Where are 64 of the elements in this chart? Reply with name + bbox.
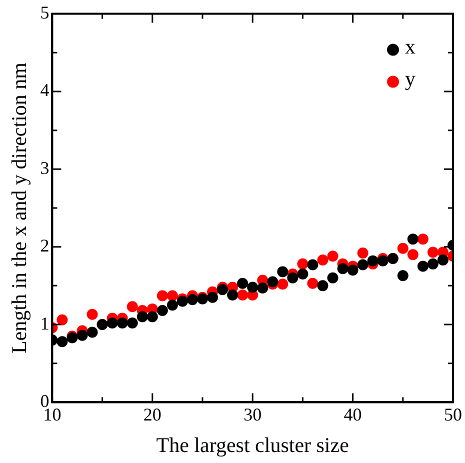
- point: [257, 282, 268, 294]
- point: [166, 290, 178, 302]
- point: [76, 330, 88, 341]
- x-tick-label: 50: [444, 404, 462, 425]
- x-tick-label: 30: [244, 404, 262, 425]
- point: [126, 301, 138, 312]
- point: [56, 314, 68, 326]
- point: [86, 308, 98, 320]
- point: [106, 317, 118, 328]
- point: [156, 305, 168, 316]
- y-tick-label: 2: [40, 236, 50, 256]
- y-axis-title: Length in the x and y direction nm: [7, 62, 32, 354]
- y-tick-label: 3: [40, 158, 50, 178]
- point: [427, 258, 438, 270]
- point: [357, 248, 368, 259]
- point: [297, 258, 308, 270]
- point: [327, 250, 338, 262]
- point: [277, 266, 288, 278]
- point: [317, 280, 328, 292]
- point: [427, 246, 438, 258]
- point: [126, 317, 138, 328]
- point: [297, 268, 308, 280]
- x-tick-label: 40: [344, 404, 362, 425]
- y-tick-label: 5: [40, 2, 50, 23]
- point: [156, 290, 168, 302]
- point: [207, 292, 218, 303]
- point: [277, 278, 288, 290]
- point: [166, 300, 178, 311]
- point: [56, 336, 68, 348]
- point: [146, 311, 158, 322]
- point: [407, 249, 418, 260]
- point: [176, 296, 188, 307]
- point: [186, 294, 198, 306]
- point: [287, 272, 298, 284]
- point: [307, 259, 318, 270]
- point: [407, 234, 418, 245]
- point: [136, 311, 148, 322]
- point: [247, 282, 258, 293]
- point: [227, 290, 238, 300]
- point: [337, 263, 348, 274]
- x-tick-label: 20: [143, 404, 162, 425]
- point: [237, 278, 248, 289]
- point: [367, 255, 378, 266]
- point: [327, 272, 338, 284]
- point: [86, 326, 98, 338]
- point: [377, 255, 388, 266]
- point: [217, 284, 228, 296]
- y-tick-label: 1: [40, 313, 50, 334]
- y-tick-label: 4: [40, 80, 50, 100]
- point: [317, 254, 328, 266]
- point: [437, 254, 448, 266]
- point: [397, 242, 408, 254]
- legend-label: y: [405, 66, 416, 90]
- point: [307, 278, 318, 289]
- point: [237, 290, 248, 300]
- point: [417, 234, 428, 245]
- point: [357, 259, 368, 270]
- point: [347, 264, 358, 276]
- point: [417, 260, 428, 272]
- legend-label: x: [405, 34, 416, 58]
- point: [397, 270, 408, 282]
- x-axis-title: The largest cluster size: [156, 432, 349, 457]
- point: [116, 317, 128, 328]
- point: [267, 276, 278, 288]
